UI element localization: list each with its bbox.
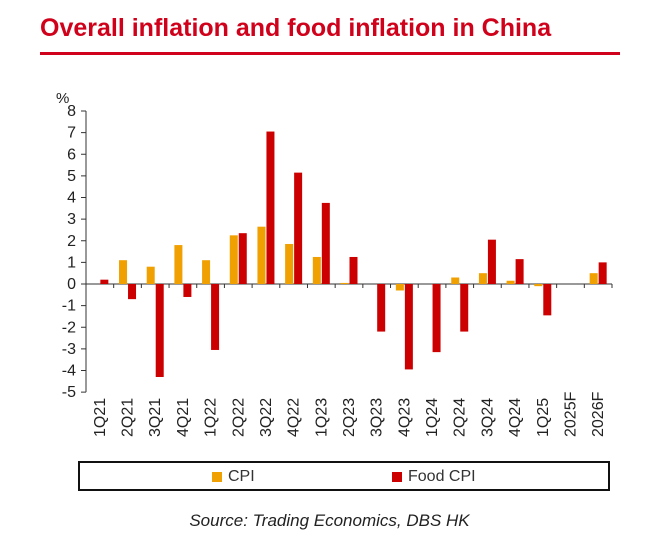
x-tick-label: 4Q23 — [396, 398, 413, 437]
x-tick-label: 2Q22 — [230, 398, 247, 437]
y-tick-label: 4 — [67, 190, 76, 207]
bar-cpi — [146, 266, 155, 284]
bar-cpi — [257, 226, 266, 284]
x-axis-labels: 1Q21 2Q21 3Q21 4Q21 1Q22 2Q22 3Q22 4Q22 1Q23 2Q23… — [92, 284, 613, 437]
y-tick-label: 1 — [67, 254, 76, 271]
y-tick-label: 8 — [67, 103, 76, 120]
y-tick-label: 7 — [67, 125, 76, 142]
y-tick-label: -4 — [62, 363, 76, 380]
x-tick-label: 2Q24 — [452, 398, 469, 437]
bar-cpi — [202, 260, 211, 284]
y-tick-label: -3 — [62, 341, 76, 358]
y-tick-label: 3 — [67, 211, 76, 228]
legend-label-cpi: CPI — [228, 468, 255, 485]
y-tick-label: 5 — [67, 168, 76, 185]
legend-item-food-cpi: Food CPI — [392, 468, 476, 486]
bar-chart: 8 7 6 5 4 3 2 1 0 -1 -2 -3 -4 -5 1Q21 2Q21 3Q21 4Q21 1Q22… — [62, 103, 613, 437]
bar-food-cpi — [128, 284, 137, 300]
y-tick-label: -2 — [62, 319, 76, 336]
y-tick-label: -1 — [62, 298, 76, 315]
chart-title: Overall inflation and food inflation in … — [40, 14, 552, 42]
bar-cpi — [589, 273, 598, 284]
bar-cpi — [119, 260, 128, 284]
bar-cpi — [312, 256, 321, 284]
x-tick-label: 3Q21 — [147, 398, 164, 437]
bar-food-cpi — [432, 284, 441, 353]
source-note: Source: Trading Economics, DBS HK — [189, 511, 470, 530]
bar-cpi — [285, 243, 294, 284]
bar-cpi — [451, 277, 460, 284]
bar-food-cpi — [515, 259, 524, 284]
bar-cpi — [395, 284, 404, 291]
x-tick-label: 2Q23 — [341, 398, 358, 437]
bar-food-cpi — [100, 279, 109, 284]
x-tick-label: 3Q22 — [258, 398, 275, 437]
legend: CPI Food CPI — [78, 461, 610, 491]
x-tick-label: 3Q23 — [369, 398, 386, 437]
x-tick-label: 3Q24 — [479, 398, 496, 437]
bar-cpi — [229, 235, 238, 284]
bar-food-cpi — [294, 172, 303, 284]
bar-cpi — [506, 280, 515, 284]
bar-food-cpi — [377, 284, 386, 332]
bar-cpi — [340, 282, 349, 284]
legend-swatch-food-cpi — [392, 472, 402, 482]
x-tick-label: 2026F — [590, 391, 607, 437]
bar-food-cpi — [460, 284, 469, 332]
bar-cpi — [478, 273, 487, 284]
x-tick-label: 1Q24 — [424, 398, 441, 437]
y-tick-label: -5 — [62, 384, 76, 401]
bar-food-cpi — [321, 202, 330, 284]
bar-food-cpi — [404, 284, 413, 370]
x-tick-label: 4Q22 — [286, 398, 303, 437]
bar-cpi — [534, 284, 543, 287]
bar-food-cpi — [183, 284, 192, 297]
bar-food-cpi — [349, 256, 358, 284]
y-tick-label: 0 — [67, 276, 76, 293]
x-tick-label: 1Q22 — [203, 398, 220, 437]
bar-cpi — [174, 245, 183, 284]
bars — [100, 131, 607, 377]
bar-food-cpi — [266, 131, 275, 284]
bar-food-cpi — [155, 284, 164, 377]
x-tick-label: 1Q23 — [313, 398, 330, 437]
x-tick-label: 1Q21 — [92, 398, 109, 437]
bar-food-cpi — [238, 233, 247, 284]
x-tick-label: 2025F — [562, 391, 579, 437]
x-tick-label: 2Q21 — [120, 398, 137, 437]
y-axis-unit: % — [56, 90, 70, 107]
x-tick-label: 4Q24 — [507, 398, 524, 437]
bar-food-cpi — [487, 239, 496, 284]
legend-swatch-cpi — [212, 472, 222, 482]
bar-food-cpi — [598, 262, 607, 284]
x-tick-label: 1Q25 — [535, 398, 552, 437]
y-tick-label: 6 — [67, 146, 76, 163]
bar-food-cpi — [211, 284, 220, 350]
y-axis: 8 7 6 5 4 3 2 1 0 -1 -2 -3 -4 -5 — [62, 103, 612, 401]
legend-item-cpi: CPI — [212, 468, 255, 486]
x-tick-label: 4Q21 — [175, 398, 192, 437]
y-tick-label: 2 — [67, 233, 76, 250]
bar-food-cpi — [543, 284, 552, 316]
title-underline — [40, 52, 620, 55]
legend-label-food-cpi: Food CPI — [408, 468, 476, 485]
